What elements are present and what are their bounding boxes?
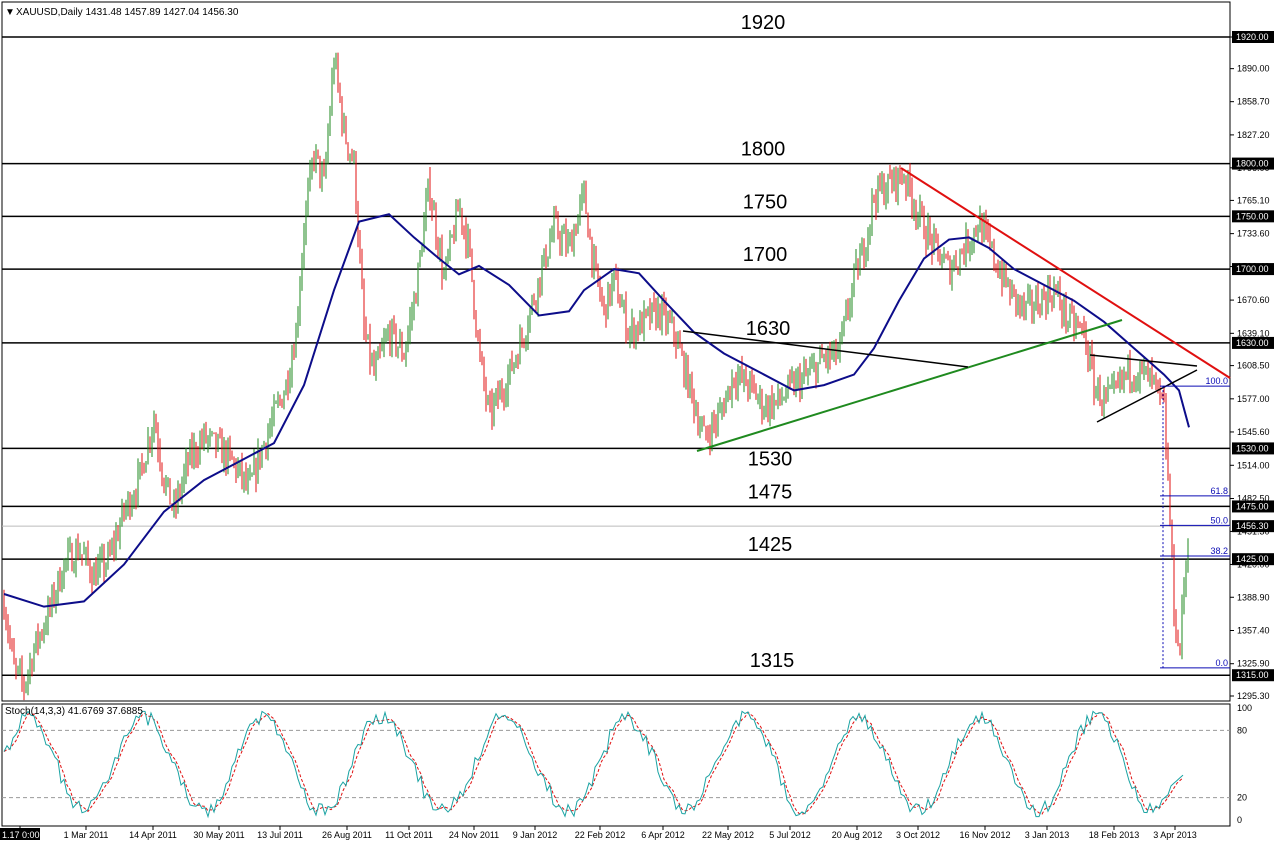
level-label-1475: 1475 [748,481,793,503]
chart-header-title: XAUUSD,Daily 1431.48 1457.89 1427.04 145… [16,7,239,18]
stochastic-lines: 100 80 20 0 [2,703,1252,825]
level-badge-label: 1800.00 [1236,159,1269,169]
price-tick-label: 1890.00 [1237,64,1270,74]
fibonacci-retracement[interactable]: 100.0 61.8 50.0 38.2 0.0 [1160,376,1230,669]
fib-level-label: 38.2 [1210,546,1228,556]
price-tick-label: 1325.90 [1237,659,1270,669]
level-badge-label: 1920.00 [1236,32,1269,42]
time-tick-label: 3 Apr 2013 [1153,830,1197,840]
price-tick-label: 1514.00 [1237,460,1270,470]
trendlines[interactable] [682,167,1231,452]
level-badge [1232,336,1274,349]
stoch-tick-label: 100 [1237,703,1252,713]
price-tick-label: 1733.60 [1237,229,1270,239]
time-axis: 1.17 0:00 1 Mar 2011 14 Apr 2011 30 May 201… [0,826,1197,840]
level-badge-label: 1750.00 [1236,211,1269,221]
price-axis: 1920.001890.001858.701827.201796.001765.… [1230,31,1274,701]
level-badge [1232,157,1274,170]
level-badge [1232,669,1274,682]
time-tick-label: 20 Aug 2012 [832,830,883,840]
support-trendline[interactable] [696,319,1123,452]
time-tick-label: 3 Jan 2013 [1025,830,1070,840]
fib-level-label: 61.8 [1210,486,1228,496]
level-label-1800: 1800 [741,139,786,161]
resistance-trendline[interactable] [900,167,1231,379]
stoch-tick-label: 20 [1237,793,1247,803]
time-cursor-badge [0,828,40,840]
price-tick-label: 1545.60 [1237,427,1270,437]
fib-level-label: 50.0 [1210,515,1228,525]
stochastic-header: Stoch(14,3,3) 41.6769 37.6885 [5,706,143,717]
level-badge [1232,500,1274,513]
level-badge-label: 1700.00 [1236,264,1269,274]
price-tick-label: 1827.20 [1237,130,1270,140]
level-badge [1232,442,1274,455]
level-label-1425: 1425 [748,534,793,556]
price-tick-label: 1357.40 [1237,625,1270,635]
time-tick-label: 1 Mar 2011 [64,830,109,840]
time-tick-label: 14 Apr 2011 [129,830,177,840]
time-tick-label: 16 Nov 2012 [959,830,1010,840]
price-tick-label: 1482.50 [1237,494,1270,504]
level-badge-label: 1315.00 [1236,670,1269,680]
time-tick-label: 22 May 2012 [702,830,754,840]
time-tick-label: 1.17 0:00 [2,830,40,840]
level-badge-label: 1630.00 [1236,338,1269,348]
price-panel[interactable] [1,1,1231,702]
stochastic-panel[interactable] [1,703,1231,827]
fib-level-label: 100.0 [1205,376,1228,386]
triangle2-upper-line[interactable] [1089,354,1198,367]
level-badge-label: 1425.00 [1236,554,1269,564]
current-price-label: 1456.30 [1236,521,1269,531]
level-label-1530: 1530 [748,448,793,470]
level-badge-label: 1475.00 [1236,501,1269,511]
time-tick-label: 24 Nov 2011 [449,830,499,840]
fib-level-label: 0.0 [1215,658,1228,668]
price-tick-label: 1858.70 [1237,97,1270,107]
stoch-tick-label: 80 [1237,725,1247,735]
time-tick-label: 26 Aug 2011 [322,830,372,840]
time-tick-label: 9 Jan 2012 [513,830,558,840]
time-tick-label: 18 Feb 2013 [1089,830,1140,840]
price-tick-label: 1670.60 [1237,295,1270,305]
level-label-1315: 1315 [750,650,795,672]
time-tick-label: 11 Oct 2011 [385,830,433,840]
level-badge [1232,31,1274,43]
level-badge [1232,263,1274,276]
stoch-main-line [3,710,1184,819]
time-tick-label: 6 Apr 2012 [641,830,685,840]
time-tick-label: 5 Jul 2012 [769,830,811,840]
header-arrow-icon[interactable]: ▼ [5,7,15,18]
level-label-1920: 1920 [741,12,786,34]
time-tick-label: 3 Oct 2012 [896,830,940,840]
level-badge [1232,553,1274,566]
level-label-1630: 1630 [746,318,791,340]
candles [3,52,1189,701]
level-label-1700: 1700 [743,244,788,266]
stoch-tick-label: 0 [1237,815,1242,825]
price-tick-label: 1765.10 [1237,195,1270,205]
current-price-badge [1232,520,1274,533]
time-tick-label: 13 Jul 2011 [257,830,303,840]
level-badge [1232,210,1274,223]
moving-average [3,213,1190,608]
triangle2-lower-line[interactable] [1096,369,1198,423]
price-tick-label: 1388.90 [1237,592,1270,602]
horizontal-levels: 1920 1800 1750 1700 1630 1530 1475 1425 1315 [2,12,1230,676]
stoch-signal-line [3,711,1184,815]
moving-average-line [3,213,1190,608]
triangle-upper-line[interactable] [682,330,969,368]
level-badge-label: 1530.00 [1236,443,1269,453]
time-tick-label: 22 Feb 2012 [575,830,626,840]
price-tick-label: 1639.10 [1237,328,1270,338]
level-label-1750: 1750 [743,191,788,213]
time-tick-label: 30 May 2011 [193,830,244,840]
price-tick-label: 1295.30 [1237,691,1270,701]
price-tick-label: 1608.50 [1237,361,1270,371]
price-tick-label: 1577.00 [1237,394,1270,404]
